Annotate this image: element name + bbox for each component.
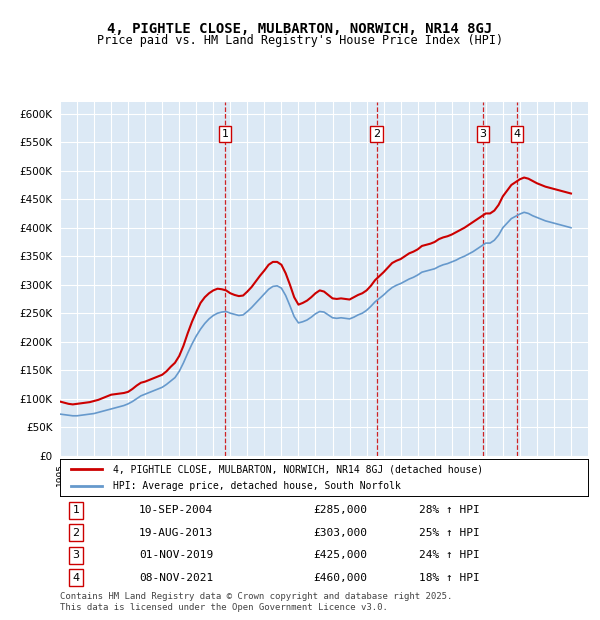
Text: 4, PIGHTLE CLOSE, MULBARTON, NORWICH, NR14 8GJ: 4, PIGHTLE CLOSE, MULBARTON, NORWICH, NR… bbox=[107, 22, 493, 36]
Text: £425,000: £425,000 bbox=[313, 551, 367, 560]
Text: 25% ↑ HPI: 25% ↑ HPI bbox=[419, 528, 480, 538]
Text: 3: 3 bbox=[73, 551, 79, 560]
Text: 08-NOV-2021: 08-NOV-2021 bbox=[139, 573, 214, 583]
Text: 18% ↑ HPI: 18% ↑ HPI bbox=[419, 573, 480, 583]
Text: 4: 4 bbox=[514, 129, 521, 139]
Text: Contains HM Land Registry data © Crown copyright and database right 2025.
This d: Contains HM Land Registry data © Crown c… bbox=[60, 592, 452, 611]
Text: £285,000: £285,000 bbox=[313, 505, 367, 515]
Text: HPI: Average price, detached house, South Norfolk: HPI: Average price, detached house, Sout… bbox=[113, 480, 401, 490]
Text: 4: 4 bbox=[72, 573, 79, 583]
Text: 24% ↑ HPI: 24% ↑ HPI bbox=[419, 551, 480, 560]
Text: 4, PIGHTLE CLOSE, MULBARTON, NORWICH, NR14 8GJ (detached house): 4, PIGHTLE CLOSE, MULBARTON, NORWICH, NR… bbox=[113, 464, 483, 474]
Text: 19-AUG-2013: 19-AUG-2013 bbox=[139, 528, 214, 538]
Text: 01-NOV-2019: 01-NOV-2019 bbox=[139, 551, 214, 560]
Text: 3: 3 bbox=[479, 129, 487, 139]
Text: 2: 2 bbox=[373, 129, 380, 139]
Text: 28% ↑ HPI: 28% ↑ HPI bbox=[419, 505, 480, 515]
Text: £460,000: £460,000 bbox=[313, 573, 367, 583]
Text: Price paid vs. HM Land Registry's House Price Index (HPI): Price paid vs. HM Land Registry's House … bbox=[97, 34, 503, 47]
Text: 1: 1 bbox=[222, 129, 229, 139]
Text: £303,000: £303,000 bbox=[313, 528, 367, 538]
Text: 2: 2 bbox=[72, 528, 79, 538]
Text: 10-SEP-2004: 10-SEP-2004 bbox=[139, 505, 214, 515]
Text: 1: 1 bbox=[73, 505, 79, 515]
